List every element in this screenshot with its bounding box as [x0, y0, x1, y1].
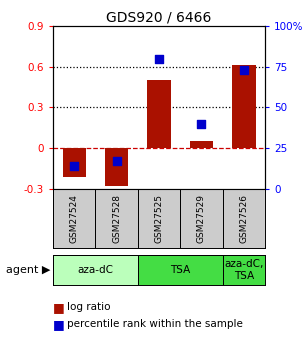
Point [72, 164, 77, 169]
Point [157, 56, 161, 61]
Bar [223, 255, 265, 285]
Text: GSM27529: GSM27529 [197, 194, 206, 243]
Bar [190, 141, 213, 148]
Point [114, 159, 119, 164]
Text: GSM27526: GSM27526 [239, 194, 248, 243]
Text: log ratio: log ratio [67, 302, 110, 312]
Text: GSM27528: GSM27528 [112, 194, 121, 243]
Bar [53, 255, 138, 285]
Point [199, 121, 204, 127]
Bar [223, 189, 265, 248]
Text: GSM27524: GSM27524 [70, 194, 79, 243]
Bar [180, 189, 223, 248]
Text: aza-dC,
TSA: aza-dC, TSA [224, 259, 264, 281]
Bar [232, 65, 256, 148]
Bar [105, 148, 128, 186]
Bar [138, 189, 180, 248]
Bar [95, 189, 138, 248]
Bar [148, 80, 171, 148]
Bar [138, 255, 223, 285]
Text: percentile rank within the sample: percentile rank within the sample [67, 319, 242, 329]
Title: GDS920 / 6466: GDS920 / 6466 [106, 11, 212, 25]
Point [241, 67, 246, 73]
Text: aza-dC: aza-dC [78, 265, 113, 275]
Text: GSM27525: GSM27525 [155, 194, 164, 243]
Bar [53, 189, 95, 248]
Text: ■: ■ [53, 300, 69, 314]
Bar [62, 148, 86, 177]
Text: TSA: TSA [170, 265, 190, 275]
Text: agent ▶: agent ▶ [6, 265, 50, 275]
Text: ■: ■ [53, 318, 69, 331]
